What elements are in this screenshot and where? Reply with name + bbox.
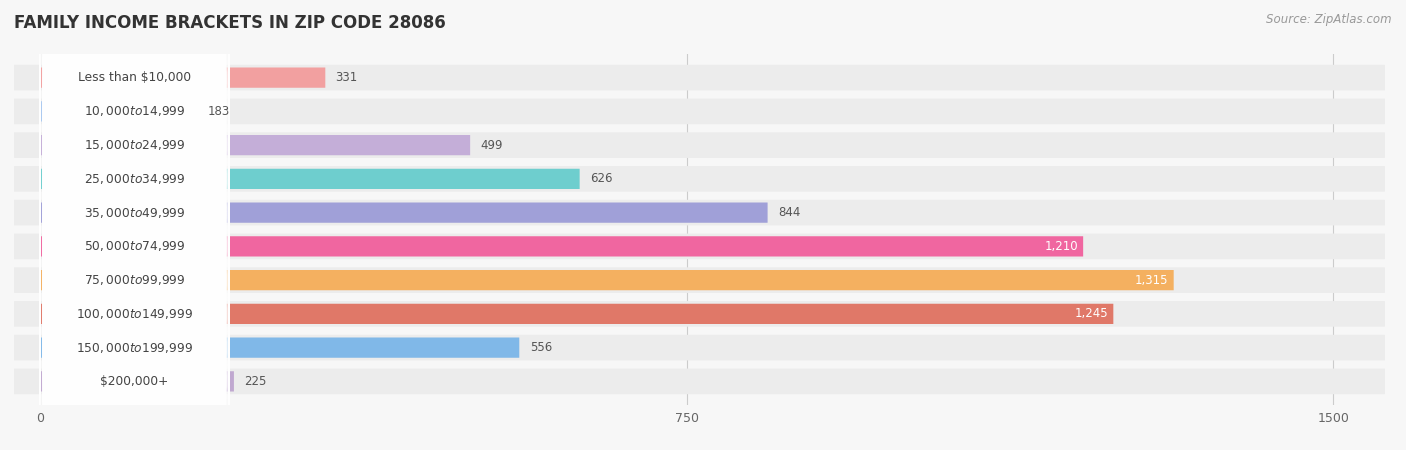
FancyBboxPatch shape — [39, 304, 1114, 324]
FancyBboxPatch shape — [14, 234, 1385, 259]
FancyBboxPatch shape — [14, 166, 1385, 192]
FancyBboxPatch shape — [39, 86, 229, 450]
FancyBboxPatch shape — [14, 99, 1385, 124]
Text: FAMILY INCOME BRACKETS IN ZIP CODE 28086: FAMILY INCOME BRACKETS IN ZIP CODE 28086 — [14, 14, 446, 32]
Text: 331: 331 — [336, 71, 359, 84]
FancyBboxPatch shape — [39, 270, 1174, 290]
FancyBboxPatch shape — [14, 132, 1385, 158]
Text: 183: 183 — [208, 105, 231, 118]
Text: 1,245: 1,245 — [1074, 307, 1108, 320]
FancyBboxPatch shape — [39, 169, 579, 189]
FancyBboxPatch shape — [14, 267, 1385, 293]
FancyBboxPatch shape — [39, 18, 229, 450]
Text: 1,315: 1,315 — [1135, 274, 1168, 287]
FancyBboxPatch shape — [14, 65, 1385, 90]
FancyBboxPatch shape — [39, 101, 198, 122]
FancyBboxPatch shape — [14, 301, 1385, 327]
Text: 844: 844 — [778, 206, 800, 219]
FancyBboxPatch shape — [39, 202, 768, 223]
FancyBboxPatch shape — [39, 135, 470, 155]
Text: $25,000 to $34,999: $25,000 to $34,999 — [83, 172, 186, 186]
FancyBboxPatch shape — [39, 0, 229, 441]
Text: 225: 225 — [245, 375, 267, 388]
FancyBboxPatch shape — [39, 0, 229, 374]
Text: Source: ZipAtlas.com: Source: ZipAtlas.com — [1267, 14, 1392, 27]
Text: 499: 499 — [481, 139, 503, 152]
FancyBboxPatch shape — [14, 369, 1385, 394]
FancyBboxPatch shape — [14, 335, 1385, 360]
Text: Less than $10,000: Less than $10,000 — [77, 71, 191, 84]
Text: $150,000 to $199,999: $150,000 to $199,999 — [76, 341, 193, 355]
Text: 556: 556 — [530, 341, 553, 354]
FancyBboxPatch shape — [39, 52, 229, 450]
Text: $15,000 to $24,999: $15,000 to $24,999 — [83, 138, 186, 152]
FancyBboxPatch shape — [39, 0, 229, 450]
FancyBboxPatch shape — [39, 338, 519, 358]
FancyBboxPatch shape — [39, 0, 229, 450]
FancyBboxPatch shape — [39, 0, 229, 450]
FancyBboxPatch shape — [14, 200, 1385, 225]
FancyBboxPatch shape — [39, 0, 229, 450]
Text: $200,000+: $200,000+ — [100, 375, 169, 388]
FancyBboxPatch shape — [39, 0, 229, 407]
Text: $10,000 to $14,999: $10,000 to $14,999 — [83, 104, 186, 118]
Text: $75,000 to $99,999: $75,000 to $99,999 — [83, 273, 186, 287]
FancyBboxPatch shape — [39, 371, 233, 392]
Text: 1,210: 1,210 — [1045, 240, 1078, 253]
FancyBboxPatch shape — [39, 236, 1083, 256]
FancyBboxPatch shape — [39, 68, 325, 88]
Text: $100,000 to $149,999: $100,000 to $149,999 — [76, 307, 193, 321]
Text: $35,000 to $49,999: $35,000 to $49,999 — [83, 206, 186, 220]
Text: 626: 626 — [591, 172, 613, 185]
Text: $50,000 to $74,999: $50,000 to $74,999 — [83, 239, 186, 253]
